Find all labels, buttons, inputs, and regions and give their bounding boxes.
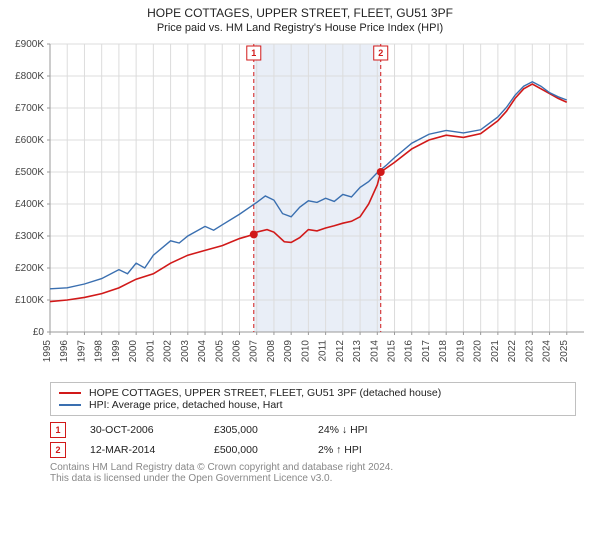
event-price: £305,000 — [214, 424, 294, 436]
svg-text:2010: 2010 — [300, 340, 311, 363]
svg-text:2012: 2012 — [335, 340, 346, 363]
event-row-2: 2 12-MAR-2014 £500,000 2% ↑ HPI — [50, 442, 576, 458]
footer-attribution: Contains HM Land Registry data © Crown c… — [50, 462, 576, 484]
svg-text:2003: 2003 — [180, 340, 191, 363]
svg-text:1996: 1996 — [59, 340, 70, 363]
svg-text:1999: 1999 — [111, 340, 122, 363]
svg-text:2005: 2005 — [214, 340, 225, 363]
svg-text:2017: 2017 — [421, 340, 432, 363]
svg-text:2008: 2008 — [266, 340, 277, 363]
svg-text:2024: 2024 — [542, 340, 553, 363]
svg-text:£400K: £400K — [15, 199, 44, 210]
svg-text:2015: 2015 — [387, 340, 398, 363]
svg-text:2016: 2016 — [404, 340, 415, 363]
svg-text:1995: 1995 — [42, 340, 53, 363]
svg-text:£800K: £800K — [15, 71, 44, 82]
legend-swatch — [59, 404, 81, 406]
svg-text:2006: 2006 — [231, 340, 242, 363]
event-marker-2: 2 — [50, 442, 66, 458]
event-dot-1 — [250, 230, 258, 238]
svg-text:2001: 2001 — [145, 340, 156, 363]
svg-text:£700K: £700K — [15, 103, 44, 114]
svg-text:2020: 2020 — [473, 340, 484, 363]
legend: HOPE COTTAGES, UPPER STREET, FLEET, GU51… — [50, 382, 576, 416]
svg-text:2013: 2013 — [352, 340, 363, 363]
svg-text:2025: 2025 — [559, 340, 570, 363]
svg-text:2014: 2014 — [369, 340, 380, 363]
event-delta: 24% ↓ HPI — [318, 424, 368, 436]
svg-text:£100K: £100K — [15, 295, 44, 306]
event-date: 12-MAR-2014 — [90, 444, 190, 456]
svg-text:2023: 2023 — [524, 340, 535, 363]
events-table: 1 30-OCT-2006 £305,000 24% ↓ HPI 2 12-MAR-201… — [50, 422, 576, 458]
event-price: £500,000 — [214, 444, 294, 456]
legend-text: HOPE COTTAGES, UPPER STREET, FLEET, GU51… — [89, 387, 441, 399]
event-label-1: 1 — [251, 48, 256, 58]
footer-line2: This data is licensed under the Open Gov… — [50, 473, 576, 484]
event-delta: 2% ↑ HPI — [318, 444, 362, 456]
event-dot-2 — [377, 168, 385, 176]
svg-text:2019: 2019 — [455, 340, 466, 363]
svg-text:2021: 2021 — [490, 340, 501, 363]
svg-text:£600K: £600K — [15, 135, 44, 146]
svg-text:2009: 2009 — [283, 340, 294, 363]
svg-text:2022: 2022 — [507, 340, 518, 363]
svg-text:£300K: £300K — [15, 231, 44, 242]
price-chart: £0 £100K £200K £300K £400K £500K £600K £700K £80… — [0, 36, 600, 376]
svg-text:1998: 1998 — [94, 340, 105, 363]
legend-text: HPI: Average price, detached house, Hart — [89, 399, 283, 411]
svg-text:2002: 2002 — [163, 340, 174, 363]
event-row-1: 1 30-OCT-2006 £305,000 24% ↓ HPI — [50, 422, 576, 438]
svg-text:£900K: £900K — [15, 39, 44, 50]
legend-swatch — [59, 392, 81, 394]
svg-text:2018: 2018 — [438, 340, 449, 363]
svg-text:2007: 2007 — [249, 340, 260, 363]
svg-text:2000: 2000 — [128, 340, 139, 363]
svg-text:2011: 2011 — [318, 340, 329, 362]
svg-text:£200K: £200K — [15, 263, 44, 274]
page-title: HOPE COTTAGES, UPPER STREET, FLEET, GU51… — [8, 6, 592, 20]
event-date: 30-OCT-2006 — [90, 424, 190, 436]
footer-line1: Contains HM Land Registry data © Crown c… — [50, 462, 576, 473]
legend-row-1: HPI: Average price, detached house, Hart — [59, 399, 567, 411]
svg-text:£500K: £500K — [15, 167, 44, 178]
event-marker-1: 1 — [50, 422, 66, 438]
chart-svg: £0 £100K £200K £300K £400K £500K £600K £700K £80… — [0, 36, 600, 376]
svg-text:2004: 2004 — [197, 340, 208, 363]
svg-text:£0: £0 — [33, 327, 45, 338]
legend-row-0: HOPE COTTAGES, UPPER STREET, FLEET, GU51… — [59, 387, 567, 399]
svg-text:1997: 1997 — [76, 340, 87, 363]
event-label-2: 2 — [378, 48, 383, 58]
page-subtitle: Price paid vs. HM Land Registry's House … — [8, 22, 592, 34]
